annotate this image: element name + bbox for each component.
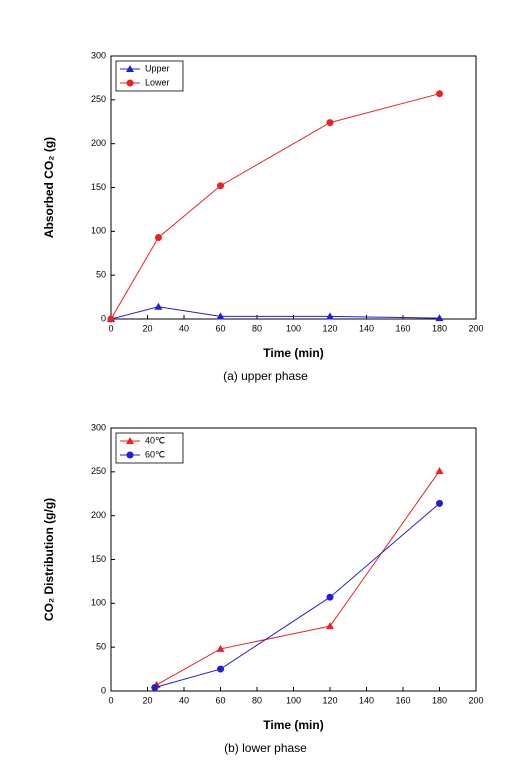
y-tick-label: 50 (96, 270, 106, 280)
y-axis-title: CO₂ Distribution (g/g) (42, 498, 56, 621)
x-tick-label: 200 (468, 695, 483, 705)
plot-frame (110, 427, 477, 692)
x-tick-label: 180 (432, 323, 447, 333)
data-point (326, 312, 334, 320)
chart: 0 20 40 60 80 100 120 140 160 180 200 0 50 100 150 200 2… (42, 422, 483, 755)
data-point (436, 90, 443, 98)
data-point (217, 665, 224, 673)
legend-label: Upper (145, 63, 170, 73)
y-tick-label: 250 (91, 94, 106, 104)
data-point (435, 466, 444, 474)
legend-marker (126, 79, 134, 87)
x-tick-label: 140 (359, 323, 374, 333)
data-point (154, 302, 163, 310)
y-tick-label: 250 (91, 466, 106, 476)
legend-marker (126, 451, 134, 459)
data-point (436, 499, 443, 507)
y-tick-label: 300 (91, 50, 106, 60)
x-tick-label: 80 (252, 695, 262, 705)
caption: (b) lower phase (224, 741, 307, 755)
x-tick-label: 100 (286, 323, 301, 333)
y-tick-label: 0 (101, 685, 106, 695)
x-tick-label: 40 (179, 323, 189, 333)
data-point (216, 644, 225, 652)
x-tick-label: 20 (142, 695, 152, 705)
legend-label: Lower (145, 77, 170, 87)
data-point (326, 119, 334, 127)
y-tick-label: 150 (91, 554, 106, 564)
y-tick-label: 0 (101, 313, 106, 323)
y-tick-label: 200 (91, 510, 106, 520)
x-tick-label: 0 (108, 323, 113, 333)
data-point (217, 182, 224, 190)
series-line (154, 503, 440, 688)
x-tick-label: 60 (215, 323, 225, 333)
legend: 40℃60℃ (115, 432, 184, 464)
series-line (156, 470, 440, 686)
caption: (a) upper phase (223, 369, 308, 383)
legend-box (115, 60, 184, 92)
x-tick-label: 140 (359, 695, 374, 705)
x-tick-label: 160 (395, 695, 410, 705)
y-tick-label: 150 (91, 182, 106, 192)
data-point (326, 593, 334, 601)
legend-label: 60℃ (145, 449, 165, 459)
data-point (216, 312, 225, 320)
y-tick-label: 200 (91, 138, 106, 148)
legend-marker (126, 65, 134, 72)
x-tick-label: 20 (142, 323, 152, 333)
x-tick-label: 160 (395, 323, 410, 333)
legend-box (115, 432, 184, 464)
x-tick-label: 100 (286, 695, 301, 705)
x-tick-label: 120 (322, 695, 337, 705)
x-axis-title: Time (min) (263, 346, 323, 360)
data-point (107, 315, 115, 323)
y-axis-title: Absorbed CO₂ (g) (42, 137, 56, 238)
y-tick-label: 50 (96, 642, 106, 652)
data-point (154, 233, 162, 241)
x-tick-label: 0 (108, 695, 113, 705)
x-tick-label: 180 (432, 695, 447, 705)
series-line (110, 93, 440, 320)
x-tick-label: 40 (179, 695, 189, 705)
x-tick-label: 120 (322, 323, 337, 333)
x-tick-label: 60 (215, 695, 225, 705)
x-tick-label: 80 (252, 323, 262, 333)
data-point (151, 683, 159, 691)
y-tick-label: 100 (91, 226, 106, 236)
legend-marker (126, 437, 134, 444)
data-point (326, 622, 334, 630)
y-tick-label: 100 (91, 598, 106, 608)
legend-label: 40℃ (145, 435, 165, 445)
y-tick-label: 300 (91, 422, 106, 432)
x-axis-title: Time (min) (263, 718, 323, 732)
legend: Upper Lower (115, 60, 184, 92)
plot-frame (110, 55, 477, 320)
data-point (435, 314, 444, 322)
chart: 0 20 40 60 80 100 120 140 160 180 200 0 50 100 150 200 2… (42, 50, 483, 383)
x-tick-label: 200 (468, 323, 483, 333)
